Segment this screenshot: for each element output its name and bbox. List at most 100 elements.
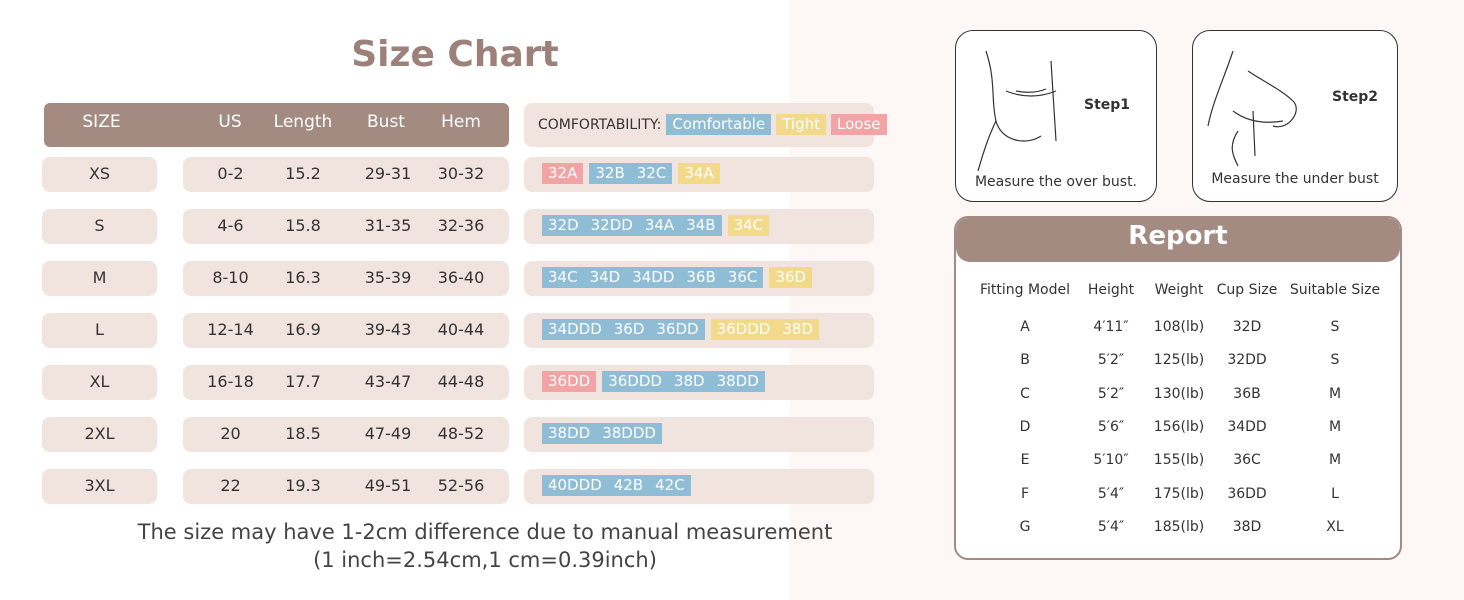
- step-illustration: [1207, 50, 1297, 167]
- report-cell: C: [1020, 385, 1030, 402]
- report-cell: 5′2″: [1097, 385, 1125, 402]
- size-pill: [42, 417, 157, 452]
- cup-tag: 32B: [589, 163, 631, 184]
- report-cell: M: [1328, 385, 1342, 402]
- note: The size may have 1-2cm difference due t…: [137, 520, 833, 544]
- report-column-header: Suitable Size: [1289, 282, 1381, 298]
- report-cell: 125(lb): [1153, 352, 1205, 369]
- size-pill: [42, 261, 157, 296]
- header-bar: [44, 103, 509, 147]
- column-header: Bust: [367, 112, 405, 132]
- step-caption: Measure the under bust: [1211, 171, 1379, 187]
- report-cell: XL: [1326, 518, 1344, 535]
- table-cell: 19.3: [285, 476, 321, 495]
- table-cell: XS: [88, 164, 111, 183]
- report-cell: M: [1328, 418, 1342, 435]
- table-cell: 8-10: [212, 268, 249, 287]
- table-cell: 22: [220, 476, 241, 495]
- report-cell: 36B: [1233, 385, 1261, 402]
- report-cell: 5′10″: [1093, 452, 1129, 469]
- tag-row: 34C 34D 34DD 36B 36C 36D: [542, 267, 812, 288]
- report-card: Report Fitting Model Height Weight Cup Size…: [954, 216, 1402, 560]
- row-pill: [183, 261, 509, 296]
- report-cell: L: [1331, 485, 1339, 502]
- report-cell: 38D: [1232, 518, 1262, 535]
- step-card: Step1 Measure the over bust.: [955, 30, 1157, 202]
- report-cell: 156(lb): [1153, 418, 1205, 435]
- row-pill: [183, 209, 509, 244]
- report-cell: 130(lb): [1153, 385, 1205, 402]
- table-cell: 16.9: [285, 320, 321, 339]
- size-pill: [42, 469, 157, 504]
- cup-tag: 38D: [776, 319, 819, 340]
- report-cell: 5′4″: [1097, 518, 1125, 535]
- cup-tag: 36D: [607, 319, 651, 340]
- table-cell: 52-56: [437, 476, 485, 495]
- legend: COMFORTABILITY: Comfortable Tight Loose: [538, 114, 887, 135]
- cup-tag: 34B: [680, 215, 722, 236]
- cup-tag: 42B: [607, 475, 650, 496]
- table-cell: L: [95, 320, 104, 339]
- report-cell: 5′4″: [1097, 485, 1125, 502]
- legend-label: COMFORTABILITY:: [538, 116, 662, 133]
- cup-tag: 34DDD: [542, 319, 608, 340]
- table-cell: 17.7: [285, 372, 321, 391]
- table-cell: 40-44: [437, 320, 485, 339]
- note: (1 inch=2.54cm,1 cm=0.39inch): [313, 548, 657, 572]
- tag-row: 34DDD 36D 36DD 36DDD 38D: [542, 319, 819, 340]
- cup-tag: 34A: [638, 215, 681, 236]
- row-pill: [183, 313, 509, 348]
- cup-tag: 32D: [542, 215, 585, 236]
- step-card: Step2 Measure the under bust: [1192, 30, 1398, 202]
- report-column-header: Height: [1087, 282, 1135, 298]
- step-caption: Measure the over bust.: [974, 174, 1138, 190]
- report-title: Report: [1128, 221, 1228, 251]
- table-cell: 20: [220, 424, 241, 443]
- report-cell: 185(lb): [1153, 518, 1205, 535]
- size-pill: [42, 313, 157, 348]
- report-cell: 5′6″: [1097, 418, 1125, 435]
- cup-tag: 32DD: [584, 215, 639, 236]
- column-header: Length: [273, 112, 333, 132]
- report-column-header: Cup Size: [1216, 282, 1278, 298]
- report-cell: 175(lb): [1153, 485, 1205, 502]
- report-cell: 108(lb): [1153, 319, 1205, 335]
- table-cell: 44-48: [437, 372, 485, 391]
- report-cell: S: [1330, 352, 1340, 369]
- column-header: Hem: [441, 112, 481, 132]
- cup-tag: 40DDD: [542, 475, 608, 496]
- chart-title: Size Chart: [351, 34, 559, 75]
- table-cell: 36-40: [437, 268, 485, 287]
- tag-row: 36DD 36DDD 38D 38DD: [542, 371, 765, 392]
- report-header: [956, 218, 1400, 262]
- legend-item: Comfortable: [666, 114, 772, 135]
- step-illustration: [977, 50, 1057, 172]
- row-pill: [183, 365, 509, 400]
- report-cell: 32DD: [1227, 352, 1267, 369]
- cup-tag: 36DDD: [602, 371, 668, 392]
- table-cell: 0-2: [217, 164, 244, 183]
- column-header: US: [218, 112, 242, 132]
- cup-tag: 34DD: [626, 267, 681, 288]
- cup-tag: 36C: [721, 267, 764, 288]
- report-cell: S: [1330, 319, 1340, 335]
- row-pill: [183, 469, 509, 504]
- report-column-header: Weight: [1154, 282, 1204, 298]
- table-cell: 35-39: [364, 268, 412, 287]
- report-cell: M: [1328, 452, 1342, 469]
- cup-tag: 36DD: [650, 319, 705, 340]
- table-cell: 4-6: [217, 216, 244, 235]
- cup-tag: 34C: [727, 215, 770, 236]
- step-title: Step1: [1084, 97, 1131, 113]
- cup-tag: 34D: [583, 267, 627, 288]
- report-cell: 32D: [1232, 319, 1262, 335]
- report-cell: 36DD: [1227, 485, 1267, 502]
- table-cell: 49-51: [364, 476, 412, 495]
- table-cell: 32-36: [437, 216, 485, 235]
- report-cell: 155(lb): [1153, 452, 1205, 469]
- cup-tag: 32A: [542, 163, 584, 184]
- report-cell: 5′2″: [1097, 352, 1125, 369]
- tag-row: 32D 32DD 34A 34B 34C: [542, 215, 770, 236]
- table-cell: S: [94, 216, 105, 235]
